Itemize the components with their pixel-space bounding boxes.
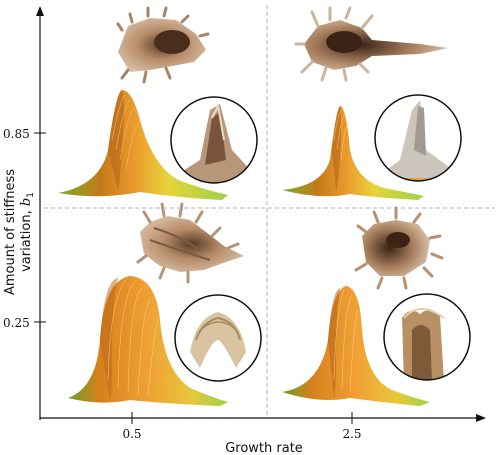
shell-photo-top-right [294,6,448,82]
shell-photo-bottom-left [136,202,244,284]
y-axis-label: Amount of stiffness variation, b1 [3,169,36,295]
inset-bottom-right [383,293,471,381]
x-tick-label-2.5: 2.5 [342,427,361,441]
shell-photo-top-left [116,6,210,84]
panel-top-right [282,6,462,200]
inset-top-left [170,96,258,184]
y-tick-label-0.85: 0.85 [3,127,30,141]
surface-top-right [282,106,424,200]
inset-bottom-left [174,294,262,382]
y-axis [34,6,46,420]
y-axis-label-line2: variation, b1 [19,192,36,272]
panel-top-left [58,6,258,200]
y-tick-label-0.25: 0.25 [3,316,30,330]
shell-photo-bottom-right [354,206,444,290]
x-tick-label-0.5: 0.5 [122,427,141,441]
y-axis-label-line1: Amount of stiffness [3,169,18,295]
x-axis [40,412,486,424]
panel-bottom-left [68,202,262,406]
surface-bottom-left [68,276,228,406]
panel-bottom-right [282,206,471,406]
x-axis-label: Growth rate [225,441,303,455]
surface-bottom-right [282,286,430,406]
inset-top-right [374,94,462,182]
surface-top-left [58,90,228,200]
